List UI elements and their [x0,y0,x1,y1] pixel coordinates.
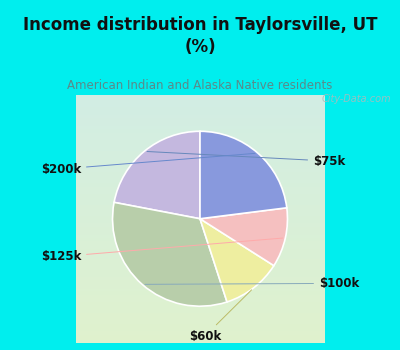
Text: $75k: $75k [147,152,345,168]
Wedge shape [200,208,288,266]
Text: $60k: $60k [189,290,252,343]
Text: Income distribution in Taylorsville, UT
(%): Income distribution in Taylorsville, UT … [23,16,377,56]
Text: $200k: $200k [41,153,255,176]
Wedge shape [114,131,200,219]
Text: American Indian and Alaska Native residents: American Indian and Alaska Native reside… [67,79,333,92]
Wedge shape [200,131,287,219]
Text: $125k: $125k [41,238,282,263]
Wedge shape [112,202,227,306]
Text: $100k: $100k [145,277,359,290]
Wedge shape [200,219,274,302]
Text: City-Data.com: City-Data.com [321,94,391,105]
